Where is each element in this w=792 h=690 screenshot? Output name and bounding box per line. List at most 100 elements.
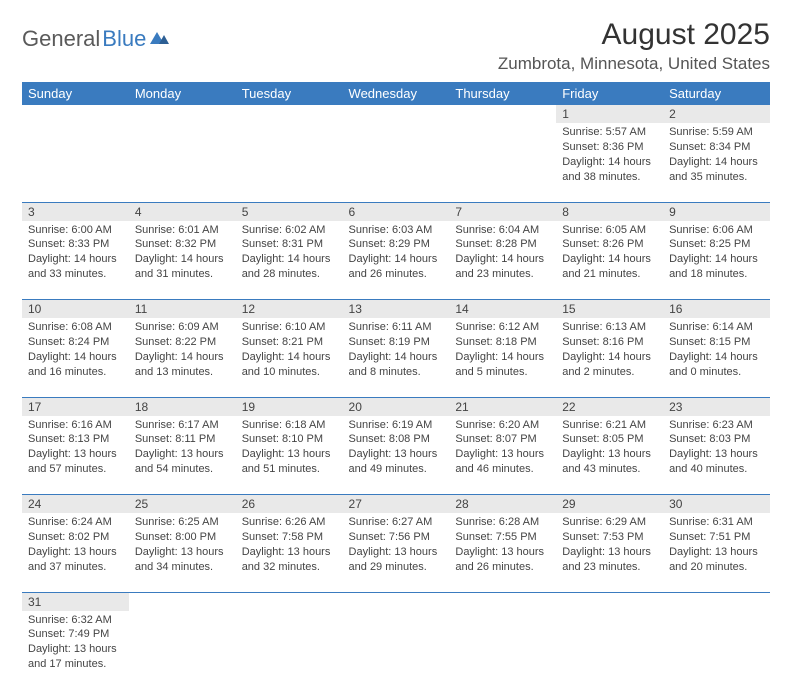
sunrise-text: Sunrise: 5:59 AM (669, 125, 764, 140)
day-number: 31 (22, 592, 129, 611)
empty-cell (449, 592, 556, 611)
day-number: 16 (663, 300, 770, 319)
sunset-text: Sunset: 7:51 PM (669, 530, 764, 545)
brand-logo: GeneralBlue (22, 26, 172, 52)
empty-cell (236, 592, 343, 611)
daynum-row: 24252627282930 (22, 495, 770, 514)
data-row: Sunrise: 6:32 AMSunset: 7:49 PMDaylight:… (22, 611, 770, 690)
daylight-text: Daylight: 14 hours and 8 minutes. (349, 350, 444, 380)
day-number: 17 (22, 397, 129, 416)
weekday-header: Friday (556, 82, 663, 105)
header: GeneralBlue August 2025 Zumbrota, Minnes… (22, 18, 770, 74)
sunset-text: Sunset: 8:24 PM (28, 335, 123, 350)
day-cell: Sunrise: 6:09 AMSunset: 8:22 PMDaylight:… (129, 318, 236, 397)
empty-cell (343, 611, 450, 690)
sunset-text: Sunset: 8:26 PM (562, 237, 657, 252)
daylight-text: Daylight: 14 hours and 10 minutes. (242, 350, 337, 380)
empty-cell (449, 611, 556, 690)
daylight-text: Daylight: 14 hours and 21 minutes. (562, 252, 657, 282)
sunrise-text: Sunrise: 6:05 AM (562, 223, 657, 238)
daylight-text: Daylight: 13 hours and 23 minutes. (562, 545, 657, 575)
empty-cell (663, 611, 770, 690)
daylight-text: Daylight: 14 hours and 23 minutes. (455, 252, 550, 282)
daylight-text: Daylight: 13 hours and 40 minutes. (669, 447, 764, 477)
day-cell: Sunrise: 6:19 AMSunset: 8:08 PMDaylight:… (343, 416, 450, 495)
day-number: 29 (556, 495, 663, 514)
sunrise-text: Sunrise: 6:04 AM (455, 223, 550, 238)
day-number: 30 (663, 495, 770, 514)
daylight-text: Daylight: 14 hours and 5 minutes. (455, 350, 550, 380)
day-number: 19 (236, 397, 343, 416)
sunset-text: Sunset: 8:34 PM (669, 140, 764, 155)
daylight-text: Daylight: 13 hours and 57 minutes. (28, 447, 123, 477)
day-cell: Sunrise: 6:11 AMSunset: 8:19 PMDaylight:… (343, 318, 450, 397)
day-number: 14 (449, 300, 556, 319)
flag-icon (150, 26, 172, 52)
day-number: 4 (129, 202, 236, 221)
calendar-table: SundayMondayTuesdayWednesdayThursdayFrid… (22, 82, 770, 690)
brand-part2: Blue (102, 26, 146, 52)
empty-cell (129, 123, 236, 202)
sunrise-text: Sunrise: 6:09 AM (135, 320, 230, 335)
day-cell: Sunrise: 6:27 AMSunset: 7:56 PMDaylight:… (343, 513, 450, 592)
daynum-row: 3456789 (22, 202, 770, 221)
sunset-text: Sunset: 8:03 PM (669, 432, 764, 447)
data-row: Sunrise: 6:16 AMSunset: 8:13 PMDaylight:… (22, 416, 770, 495)
sunrise-text: Sunrise: 6:28 AM (455, 515, 550, 530)
sunset-text: Sunset: 8:31 PM (242, 237, 337, 252)
sunset-text: Sunset: 8:02 PM (28, 530, 123, 545)
day-number: 26 (236, 495, 343, 514)
day-number: 10 (22, 300, 129, 319)
data-row: Sunrise: 6:08 AMSunset: 8:24 PMDaylight:… (22, 318, 770, 397)
day-cell: Sunrise: 6:29 AMSunset: 7:53 PMDaylight:… (556, 513, 663, 592)
sunset-text: Sunset: 8:11 PM (135, 432, 230, 447)
empty-cell (236, 611, 343, 690)
empty-cell (22, 123, 129, 202)
day-cell: Sunrise: 6:26 AMSunset: 7:58 PMDaylight:… (236, 513, 343, 592)
empty-cell (22, 105, 129, 123)
sunset-text: Sunset: 8:16 PM (562, 335, 657, 350)
day-cell: Sunrise: 6:31 AMSunset: 7:51 PMDaylight:… (663, 513, 770, 592)
sunrise-text: Sunrise: 6:18 AM (242, 418, 337, 433)
title-block: August 2025 Zumbrota, Minnesota, United … (498, 18, 770, 74)
daylight-text: Daylight: 13 hours and 46 minutes. (455, 447, 550, 477)
sunset-text: Sunset: 8:18 PM (455, 335, 550, 350)
day-number: 8 (556, 202, 663, 221)
daynum-row: 10111213141516 (22, 300, 770, 319)
day-number: 5 (236, 202, 343, 221)
daylight-text: Daylight: 14 hours and 13 minutes. (135, 350, 230, 380)
month-title: August 2025 (498, 18, 770, 52)
day-number: 6 (343, 202, 450, 221)
sunrise-text: Sunrise: 6:29 AM (562, 515, 657, 530)
sunset-text: Sunset: 8:29 PM (349, 237, 444, 252)
day-number: 21 (449, 397, 556, 416)
daylight-text: Daylight: 13 hours and 51 minutes. (242, 447, 337, 477)
day-cell: Sunrise: 6:14 AMSunset: 8:15 PMDaylight:… (663, 318, 770, 397)
daylight-text: Daylight: 14 hours and 0 minutes. (669, 350, 764, 380)
day-cell: Sunrise: 6:03 AMSunset: 8:29 PMDaylight:… (343, 221, 450, 300)
sunrise-text: Sunrise: 6:27 AM (349, 515, 444, 530)
daylight-text: Daylight: 13 hours and 43 minutes. (562, 447, 657, 477)
day-cell: Sunrise: 6:28 AMSunset: 7:55 PMDaylight:… (449, 513, 556, 592)
sunrise-text: Sunrise: 6:20 AM (455, 418, 550, 433)
day-cell: Sunrise: 6:20 AMSunset: 8:07 PMDaylight:… (449, 416, 556, 495)
day-cell: Sunrise: 6:25 AMSunset: 8:00 PMDaylight:… (129, 513, 236, 592)
sunrise-text: Sunrise: 6:17 AM (135, 418, 230, 433)
daylight-text: Daylight: 14 hours and 33 minutes. (28, 252, 123, 282)
day-cell: Sunrise: 6:05 AMSunset: 8:26 PMDaylight:… (556, 221, 663, 300)
sunrise-text: Sunrise: 6:00 AM (28, 223, 123, 238)
day-number: 27 (343, 495, 450, 514)
day-number: 2 (663, 105, 770, 123)
data-row: Sunrise: 6:24 AMSunset: 8:02 PMDaylight:… (22, 513, 770, 592)
daylight-text: Daylight: 13 hours and 20 minutes. (669, 545, 764, 575)
day-number: 9 (663, 202, 770, 221)
sunrise-text: Sunrise: 6:13 AM (562, 320, 657, 335)
day-cell: Sunrise: 6:32 AMSunset: 7:49 PMDaylight:… (22, 611, 129, 690)
day-number: 22 (556, 397, 663, 416)
day-number: 1 (556, 105, 663, 123)
day-number: 24 (22, 495, 129, 514)
sunset-text: Sunset: 7:53 PM (562, 530, 657, 545)
weekday-header: Saturday (663, 82, 770, 105)
daylight-text: Daylight: 14 hours and 35 minutes. (669, 155, 764, 185)
day-cell: Sunrise: 6:10 AMSunset: 8:21 PMDaylight:… (236, 318, 343, 397)
